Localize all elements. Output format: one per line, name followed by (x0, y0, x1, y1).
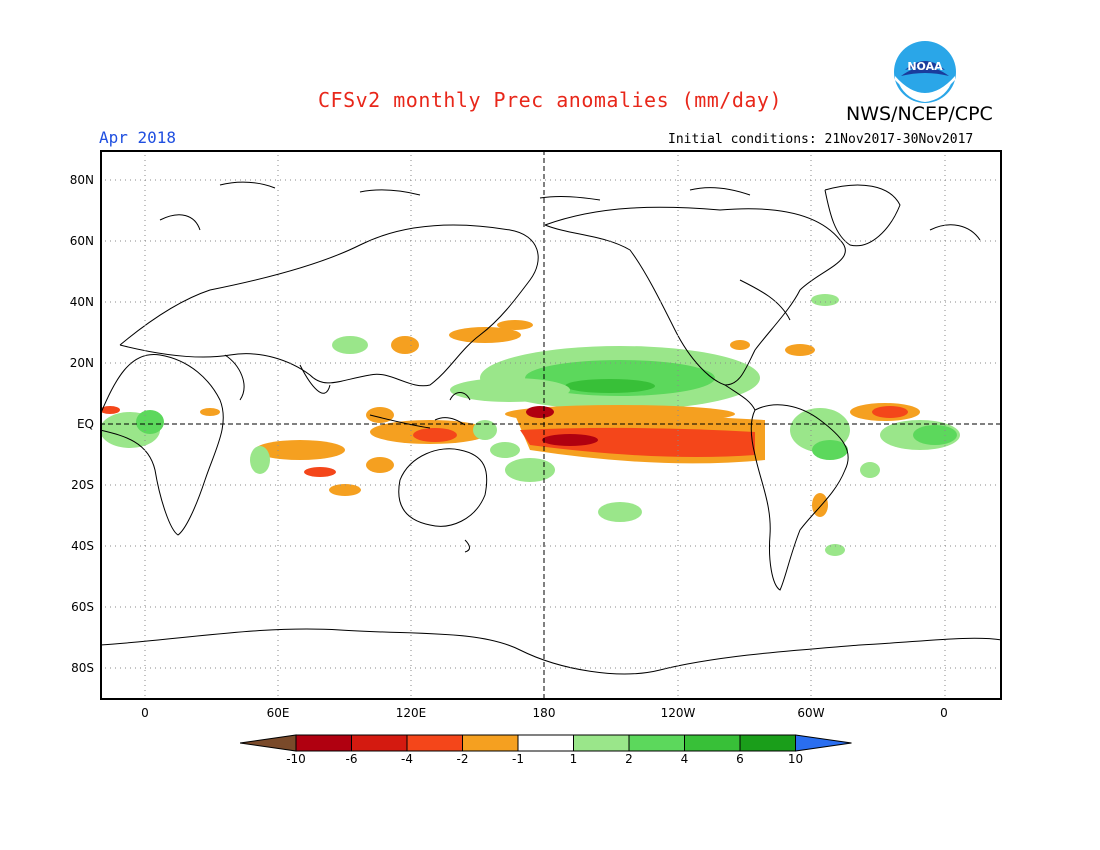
colorbar-segment (462, 734, 519, 752)
logo-text: NOAA (907, 60, 943, 73)
anomaly-fields (100, 294, 960, 556)
graticule (100, 150, 1002, 700)
colorbar-segment (573, 734, 630, 752)
colorbar-label: 6 (736, 752, 744, 766)
org-label: NWS/NCEP/CPC (846, 103, 993, 125)
colorbar-segment (684, 734, 741, 752)
colorbar-label: 1 (569, 752, 578, 766)
lat-label: 20N (69, 356, 94, 370)
colorbar-segment (739, 734, 796, 752)
lon-label: 180 (532, 706, 556, 720)
lat-label: EQ (76, 417, 94, 431)
lon-label: 60E (266, 706, 290, 720)
colorbar-label: -2 (456, 752, 469, 766)
colorbar-label: -6 (345, 752, 358, 766)
map-title: CFSv2 monthly Prec anomalies (mm/day) (317, 88, 783, 112)
lat-label: 60S (71, 600, 94, 614)
equator-dateline (100, 150, 1002, 700)
colorbar-segment (295, 734, 352, 752)
colorbar-label: 4 (680, 752, 689, 766)
lat-label: 80N (69, 173, 94, 187)
forecast-period: Apr 2018 (99, 128, 177, 147)
lat-label: 20S (71, 478, 94, 492)
initial-conditions: Initial conditions: 21Nov2017-30Nov2017 (668, 132, 974, 147)
colorbar-segment (406, 734, 463, 752)
colorbar-label: -10 (286, 752, 306, 766)
colorbar (240, 734, 852, 752)
lon-label: 120W (660, 706, 696, 720)
lat-label: 40S (71, 539, 94, 553)
colorbar-segment (351, 734, 408, 752)
lon-label: 0 (141, 706, 149, 720)
colorbar-label: 10 (787, 752, 804, 766)
colorbar-label: -4 (401, 752, 413, 766)
colorbar-segment (517, 734, 574, 752)
lon-label: 0 (940, 706, 948, 720)
precip-anomaly-map (100, 150, 1002, 700)
lat-label: 80S (71, 661, 94, 675)
lon-label: 60W (797, 706, 825, 720)
colorbar-segment (240, 734, 297, 752)
lon-label: 120E (395, 706, 427, 720)
lat-label: 60N (69, 234, 94, 248)
coastlines (100, 181, 1002, 675)
colorbar-segment (795, 734, 852, 752)
colorbar-segment (628, 734, 685, 752)
map-frame (100, 150, 1002, 700)
noaa-logo: NOAA (893, 40, 957, 104)
lat-label: 40N (69, 295, 94, 309)
colorbar-label: 2 (625, 752, 633, 766)
colorbar-label: -1 (512, 752, 524, 766)
